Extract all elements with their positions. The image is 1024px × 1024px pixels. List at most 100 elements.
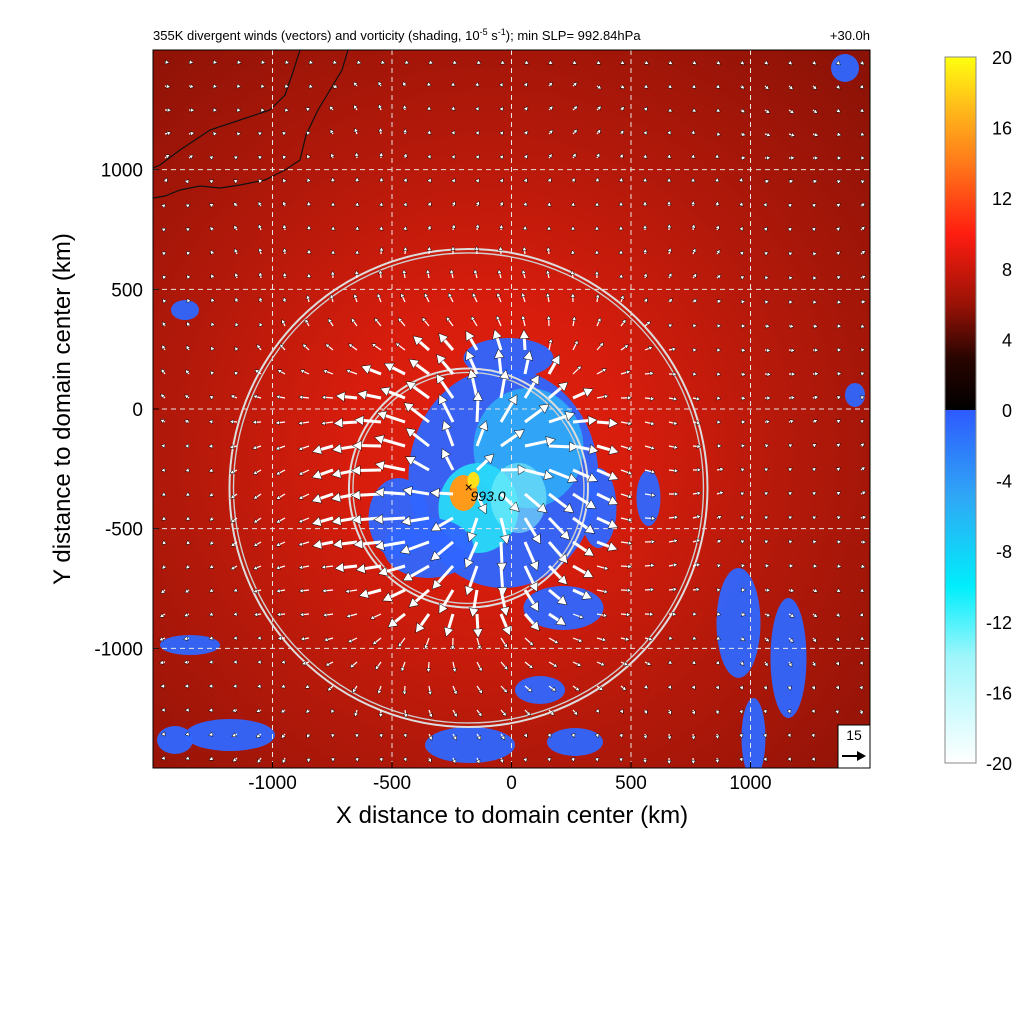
wind-vector [691,635,698,641]
wind-vector [208,731,214,737]
wind-vector [714,757,720,764]
wind-vector [596,661,606,667]
wind-vector [164,107,172,113]
wind-vector [620,563,633,570]
wind-vector [212,107,218,113]
wind-vector [298,588,310,594]
wind-vector [812,155,819,161]
wind-vector [275,517,286,524]
wind-vector [644,515,657,521]
wind-vector [572,492,597,509]
wind-vector [376,292,382,303]
negative-vorticity-patch [636,469,661,526]
wind-vector [762,732,768,739]
wind-vector [476,733,482,741]
wind-vector [738,757,744,763]
wind-vector [520,292,526,303]
wind-vector [762,708,768,715]
wind-vector [474,154,480,160]
wind-vector [188,83,195,89]
wind-vector [184,755,191,761]
wind-vector [691,60,698,65]
wind-vector [161,515,167,521]
wind-vector [547,81,553,88]
wind-vector [764,132,772,138]
wind-vector [162,321,167,327]
wind-vector [572,81,578,88]
wind-vector [619,294,625,303]
wind-vector [352,685,358,694]
wind-vector [356,59,362,65]
wind-vector [714,659,721,666]
wind-vector [643,297,648,303]
wind-vector [620,587,632,593]
wind-vector [354,176,360,183]
wind-vector [811,515,818,521]
y-tick-label: 0 [132,400,143,421]
wind-vector [548,637,559,644]
wind-vector [160,227,167,233]
wind-vector [811,60,817,66]
wind-vector [330,708,336,714]
wind-vector [306,248,312,255]
wind-vector [668,635,674,641]
wind-vector [275,588,286,594]
wind-vector [260,83,266,89]
wind-vector [184,731,190,737]
wind-vector [472,390,484,423]
wind-vector [321,394,334,401]
wind-vector [476,59,482,65]
wind-vector [498,200,504,207]
wind-vector [402,177,408,183]
wind-vector [812,587,819,593]
wind-vector [260,107,266,113]
wind-vector [284,107,290,113]
wind-vector [183,683,190,689]
reference-vector-arrow-head [857,751,866,761]
wind-vector [373,513,406,525]
wind-vector [644,539,656,545]
wind-vector [306,733,312,739]
wind-vector [331,515,358,526]
wind-vector [355,563,382,574]
wind-vector [256,659,262,665]
chart-title: 355K divergent winds (vectors) and vorti… [153,27,641,43]
wind-vector [545,246,552,255]
negative-vorticity-patch [463,337,554,378]
wind-vector [716,131,722,137]
wind-vector [377,103,383,111]
wind-vector [644,492,657,498]
wind-vector [403,402,430,424]
wind-vector [643,59,650,65]
wind-vector [185,369,191,375]
wind-vector [572,339,579,351]
wind-vector [354,201,360,207]
wind-vector [548,411,576,424]
wind-vector [330,249,336,255]
wind-vector [474,223,480,231]
wind-vector [523,106,529,112]
wind-vector [763,661,769,668]
wind-vector [466,517,479,543]
wind-vector [548,588,568,606]
wind-vector [714,224,720,231]
wind-vector [763,515,769,521]
wind-vector [472,292,478,303]
wind-vector [762,201,768,208]
wind-vector [620,493,633,499]
wind-vector [321,588,334,594]
x-tick-label: 0 [506,773,517,794]
wind-vector [572,444,600,455]
wind-vector [596,393,609,400]
wind-vector [184,394,190,400]
wind-vector [811,226,817,233]
wind-vector [812,323,819,329]
wind-vector [522,732,528,739]
wind-vector [397,317,406,327]
wind-vector [327,318,334,327]
wind-vector [274,420,286,426]
wind-vector [548,468,579,483]
wind-vector [667,107,673,113]
wind-vector [236,59,242,65]
wind-vector [740,371,747,377]
